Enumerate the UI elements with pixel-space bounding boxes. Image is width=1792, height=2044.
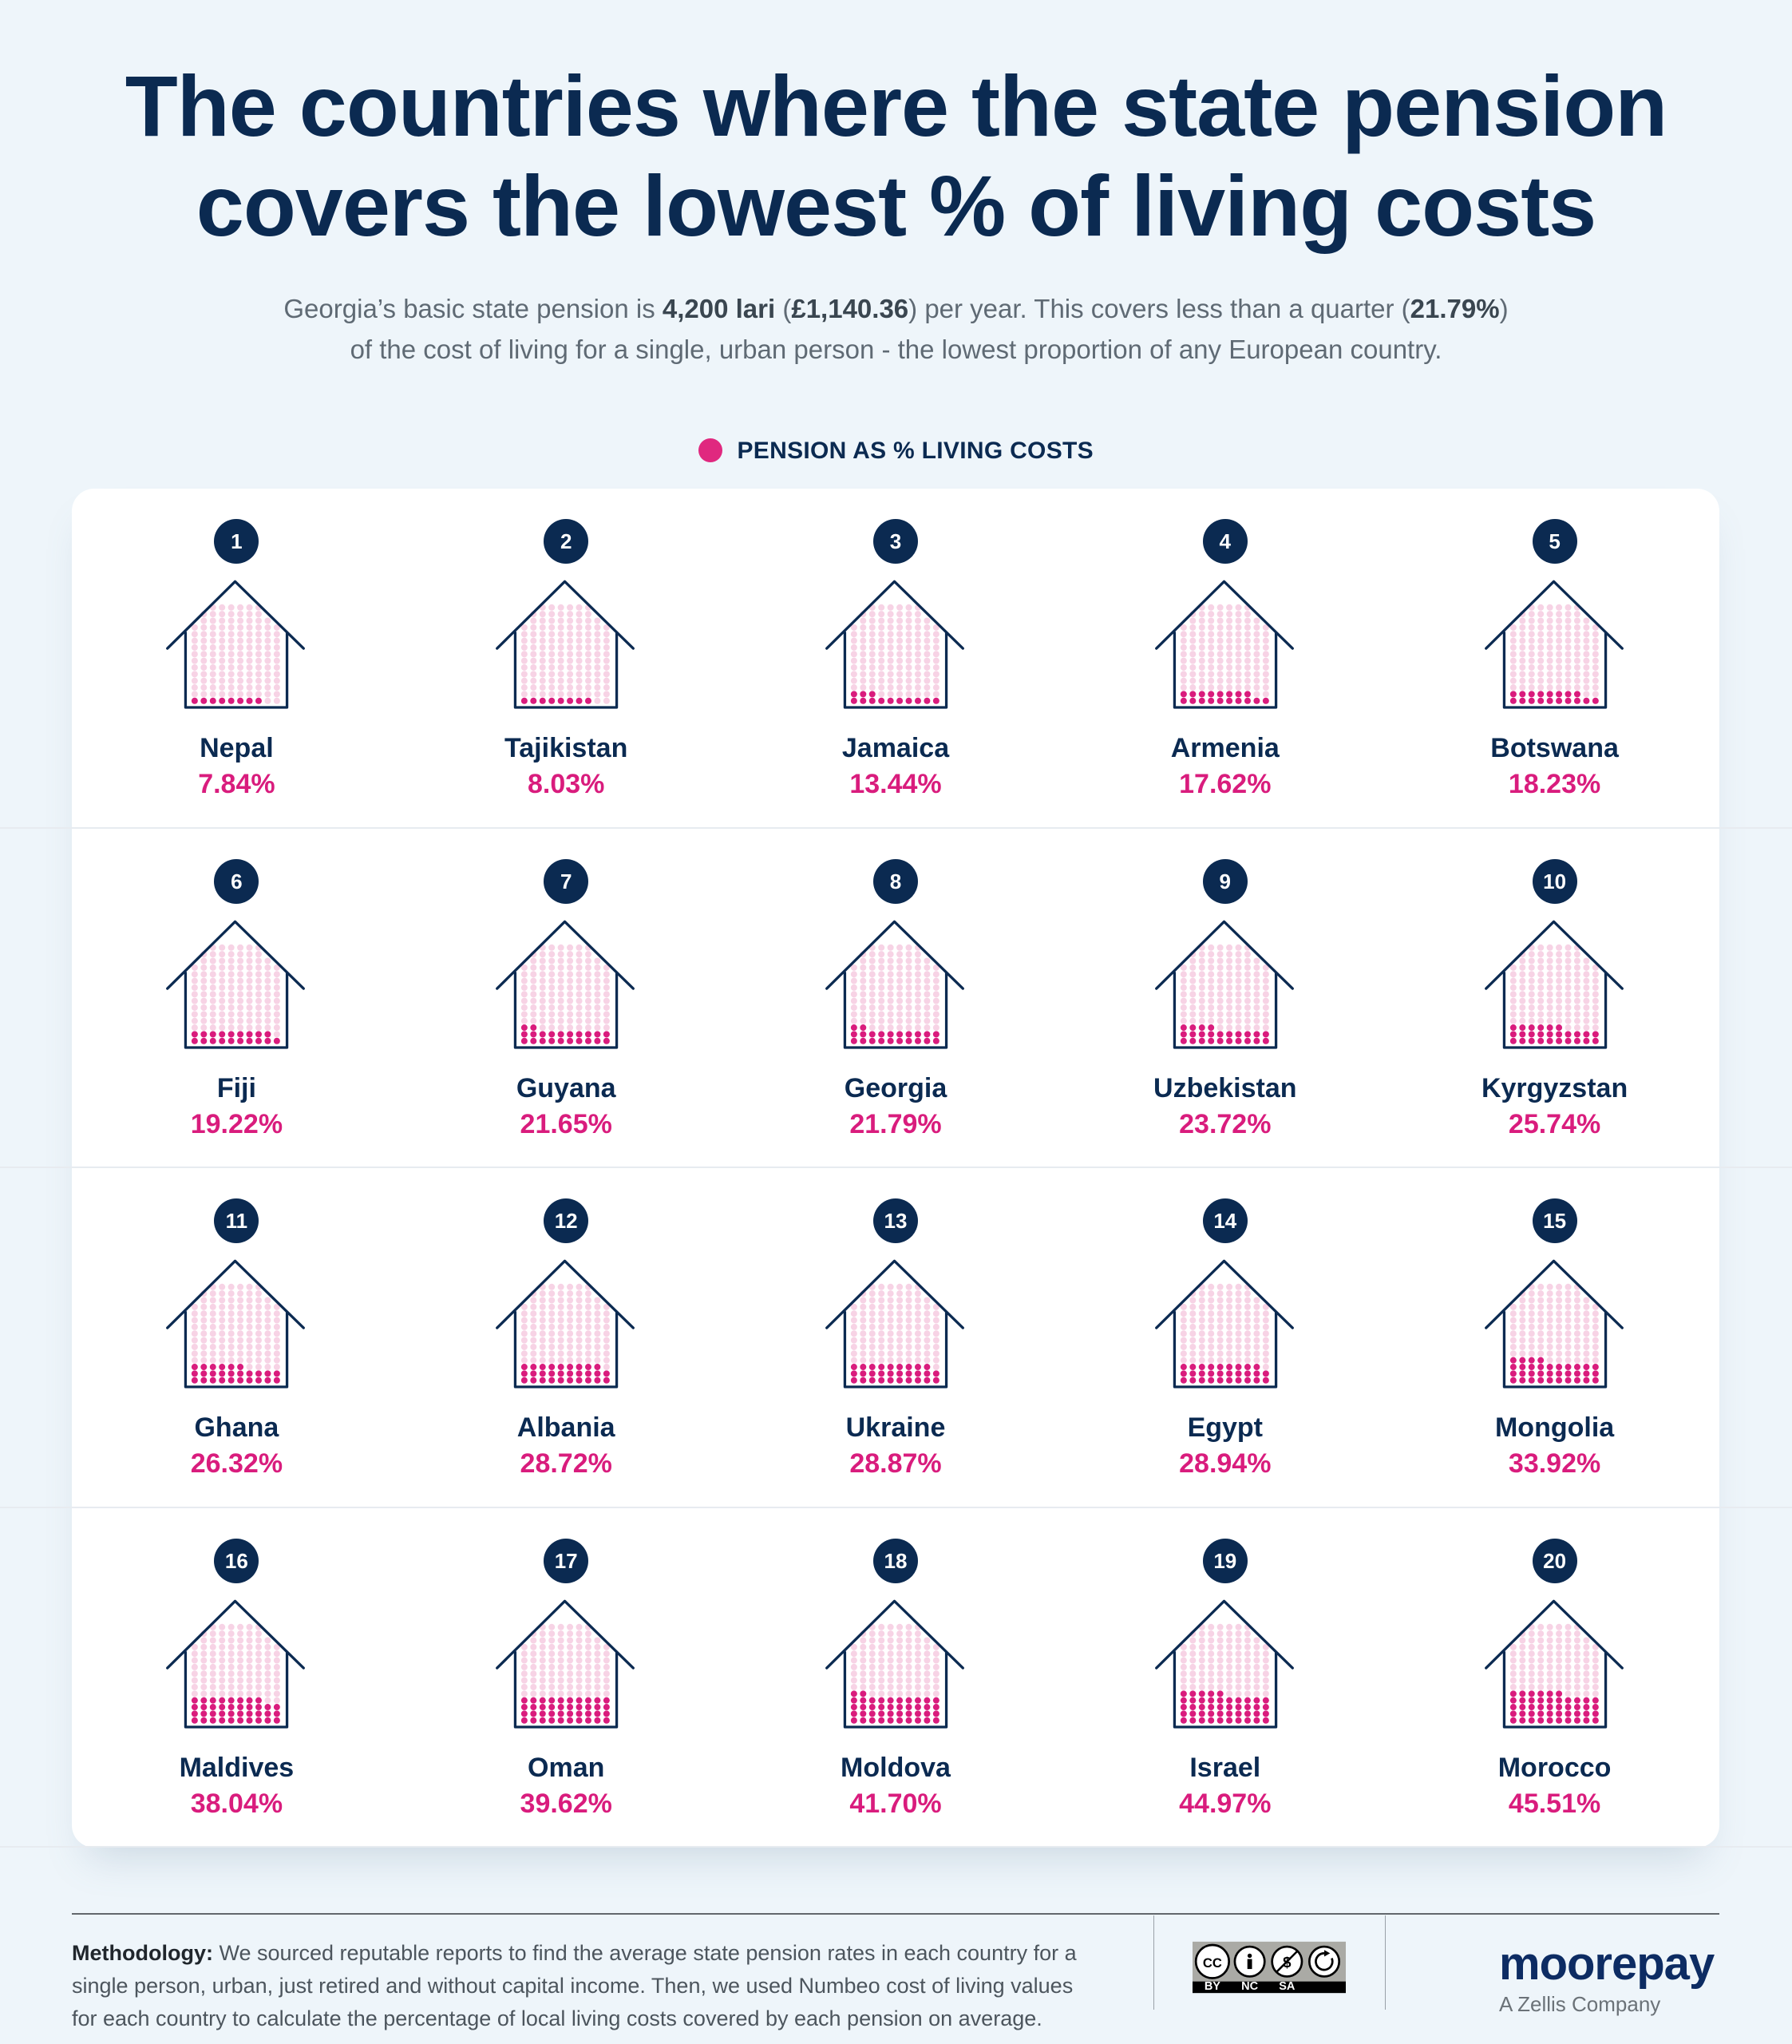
svg-text:NC: NC [1241,1980,1258,1993]
svg-text:SA: SA [1279,1980,1296,1993]
svg-text:BY: BY [1205,1980,1220,1993]
svg-text:CC: CC [1203,1955,1222,1971]
